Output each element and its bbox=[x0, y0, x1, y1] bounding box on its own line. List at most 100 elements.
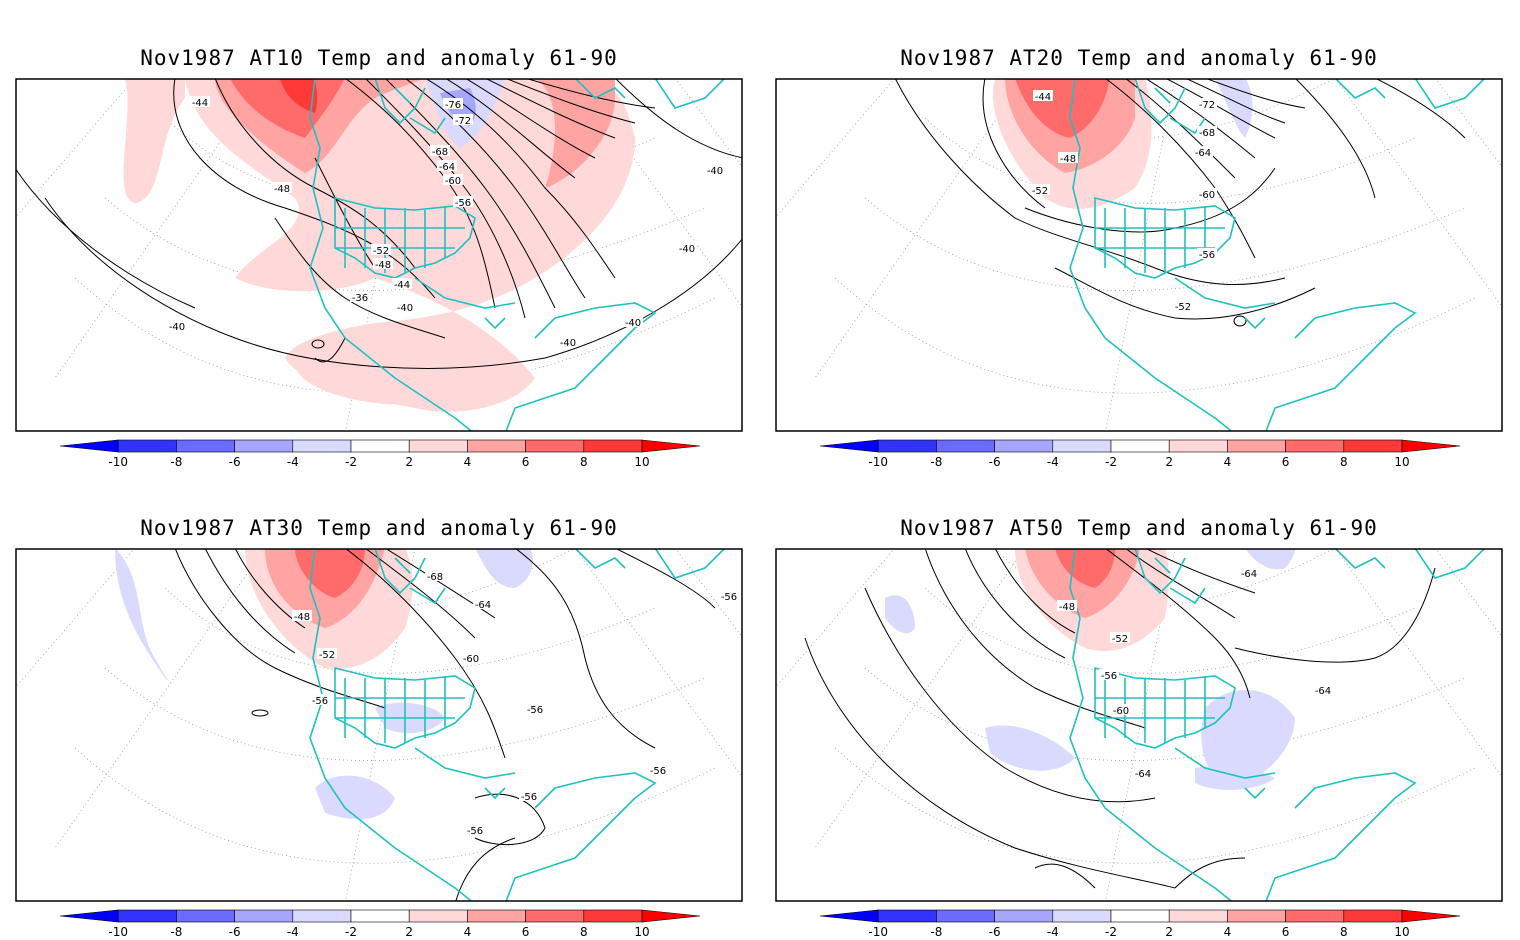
contour-label-bg bbox=[1111, 704, 1131, 715]
contour-label-group: -64 -48 -52 -56 -60 -64 -64 bbox=[1057, 567, 1333, 780]
colorbar-segment bbox=[1227, 909, 1286, 923]
colorbar-arrow-right bbox=[641, 439, 701, 453]
colorbar-segment bbox=[1343, 909, 1403, 923]
contour-label: -56 bbox=[312, 696, 328, 707]
contour-label-bg bbox=[437, 160, 457, 171]
contour-label-bg bbox=[395, 301, 415, 312]
colorbar-segment bbox=[117, 909, 177, 923]
colorbar-segment bbox=[936, 439, 995, 453]
contour-label: -56 bbox=[650, 766, 666, 777]
contour-label-bg bbox=[1030, 184, 1050, 195]
colorbar-tick-label: -10 bbox=[868, 925, 888, 939]
colorbar-segment bbox=[877, 439, 937, 453]
contour-label: -68 bbox=[1199, 128, 1215, 139]
colorbar-segment bbox=[936, 909, 995, 923]
contour-label: -64 bbox=[1315, 686, 1331, 697]
contour-label: -56 bbox=[1199, 250, 1215, 261]
contour-label: -60 bbox=[445, 176, 461, 187]
contour-label: -68 bbox=[427, 572, 443, 583]
map-panel-at20: Nov1987 AT20 Temp and anomaly 61-90 bbox=[775, 0, 1503, 469]
colorbar-segment bbox=[234, 439, 294, 453]
contour-label-bg bbox=[461, 652, 481, 663]
contour-label-group: -44 -76-72-68-64-60-56-52-48-48-44-40-36-… bbox=[167, 96, 725, 349]
colorbar-tick-label: 6 bbox=[522, 455, 530, 469]
contour-label-bg bbox=[1197, 248, 1217, 259]
colorbar-tick-label: -4 bbox=[287, 455, 299, 469]
colorbar-segment bbox=[117, 439, 177, 453]
contour-label-bg bbox=[1099, 669, 1119, 680]
contour-label: -44 bbox=[192, 98, 208, 109]
colorbar-tick-label: -10 bbox=[108, 455, 128, 469]
contour-label: -48 bbox=[274, 184, 290, 195]
colorbar-tick-label: -8 bbox=[930, 455, 942, 469]
contour-label-bg bbox=[292, 610, 312, 621]
contour-label: -56 bbox=[521, 792, 537, 803]
colorbar-tick-label: -6 bbox=[989, 925, 1001, 939]
colorbar-segment bbox=[1052, 909, 1112, 923]
contour-label-bg bbox=[1173, 300, 1193, 311]
anomaly-shading bbox=[123, 79, 635, 412]
contour-label-bg bbox=[350, 291, 370, 302]
colorbar-tick-label: -2 bbox=[1105, 455, 1117, 469]
contour-label-bg bbox=[443, 174, 463, 185]
contour-label-bg bbox=[519, 790, 539, 801]
contour-label: -56 bbox=[721, 592, 737, 603]
coastlines bbox=[309, 549, 726, 901]
colorbar-tick-label: -8 bbox=[170, 925, 182, 939]
contour-label-bg bbox=[1197, 188, 1217, 199]
colorbar-tick-label: 8 bbox=[580, 925, 588, 939]
colorbar-segment bbox=[467, 909, 526, 923]
panel-title: Nov1987 AT50 Temp and anomaly 61-90 bbox=[900, 516, 1378, 540]
contour-label-bg bbox=[1313, 684, 1333, 695]
colorbar-arrow-right bbox=[1401, 909, 1461, 923]
colorbar-segment bbox=[1052, 439, 1112, 453]
colorbar-segment bbox=[1285, 439, 1345, 453]
contour-label-bg bbox=[443, 98, 463, 109]
contour-label-bg bbox=[1193, 146, 1213, 157]
panel-title: Nov1987 AT20 Temp and anomaly 61-90 bbox=[900, 46, 1378, 70]
coastlines bbox=[1069, 549, 1486, 901]
anomaly-shading bbox=[115, 549, 533, 820]
colorbar-tick-label: -4 bbox=[1047, 455, 1059, 469]
colorbar-tick-label: -2 bbox=[1105, 925, 1117, 939]
colorbar-segment bbox=[1285, 909, 1345, 923]
colorbar-segment bbox=[176, 909, 235, 923]
colorbar-tick-label: -10 bbox=[108, 925, 128, 939]
colorbar-tick-label: 2 bbox=[1165, 455, 1173, 469]
colorbar-segment bbox=[1168, 439, 1228, 453]
map-frame bbox=[775, 548, 1503, 902]
colorbar-tick-label: 6 bbox=[1282, 455, 1290, 469]
contour-label: -36 bbox=[352, 293, 368, 304]
colorbar-segment bbox=[467, 439, 526, 453]
colorbar-arrow-left bbox=[59, 439, 119, 453]
colorbar-segment bbox=[994, 909, 1054, 923]
colorbar-segment bbox=[350, 439, 410, 453]
colorbar-segment bbox=[525, 439, 585, 453]
contour-label: -72 bbox=[1199, 100, 1215, 111]
colorbar-tick-label: 4 bbox=[464, 925, 472, 939]
contour-label: -48 bbox=[1060, 154, 1076, 165]
colorbar-segment bbox=[1110, 909, 1170, 923]
contour-label: -64 bbox=[1195, 148, 1211, 159]
contour-label-bg bbox=[371, 244, 391, 255]
contour-label: -68 bbox=[432, 147, 448, 158]
contour-label: -56 bbox=[467, 826, 483, 837]
contour-label-bg bbox=[1033, 90, 1053, 101]
contour-label-bg bbox=[453, 196, 473, 207]
map-frame bbox=[15, 548, 743, 902]
contour-label-bg bbox=[1058, 152, 1078, 163]
colorbar-segment bbox=[877, 909, 937, 923]
contour-label: -56 bbox=[527, 705, 543, 716]
colorbar-segment bbox=[292, 909, 352, 923]
colorbar-segment bbox=[1227, 439, 1286, 453]
contour-label: -60 bbox=[1113, 706, 1129, 717]
colorbar-tick-label: 10 bbox=[634, 925, 649, 939]
colorbar-arrow-left bbox=[819, 439, 879, 453]
colorbar-segment bbox=[408, 909, 468, 923]
map-panel-at50: Nov1987 AT50 Temp and anomaly 61-90 bbox=[775, 470, 1503, 939]
contour-label: -72 bbox=[455, 116, 471, 127]
colorbar-segment bbox=[234, 909, 294, 923]
colorbar-tick-label: -4 bbox=[287, 925, 299, 939]
contour-label-bg bbox=[1110, 632, 1130, 643]
map-plot: -44 -72 -68 -64 -48 -52 -60 -56 -52 bbox=[775, 78, 1503, 432]
